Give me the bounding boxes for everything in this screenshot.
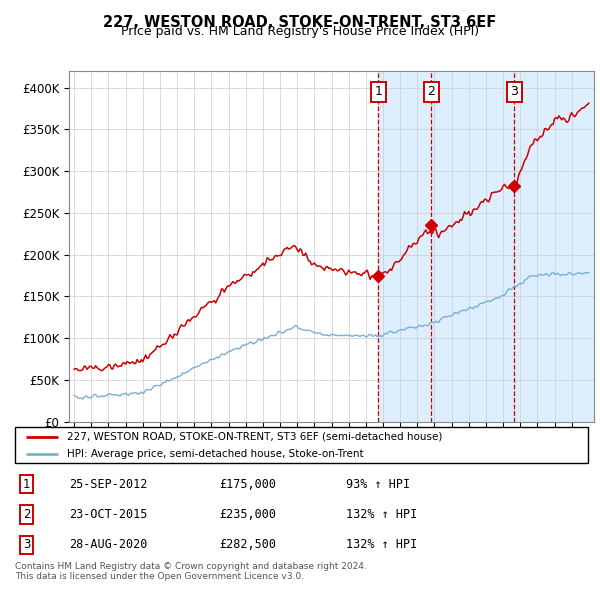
Text: 3: 3 (511, 85, 518, 98)
Text: HPI: Average price, semi-detached house, Stoke-on-Trent: HPI: Average price, semi-detached house,… (67, 450, 363, 460)
Text: 132% ↑ HPI: 132% ↑ HPI (346, 508, 418, 521)
Text: 227, WESTON ROAD, STOKE-ON-TRENT, ST3 6EF: 227, WESTON ROAD, STOKE-ON-TRENT, ST3 6E… (103, 15, 497, 30)
Text: £282,500: £282,500 (220, 538, 277, 551)
Text: 1: 1 (374, 85, 382, 98)
Text: 2: 2 (427, 85, 435, 98)
Text: 2: 2 (23, 508, 30, 521)
Text: £235,000: £235,000 (220, 508, 277, 521)
Text: Price paid vs. HM Land Registry's House Price Index (HPI): Price paid vs. HM Land Registry's House … (121, 25, 479, 38)
Text: 132% ↑ HPI: 132% ↑ HPI (346, 538, 418, 551)
Text: 23-OCT-2015: 23-OCT-2015 (70, 508, 148, 521)
Text: Contains HM Land Registry data © Crown copyright and database right 2024.
This d: Contains HM Land Registry data © Crown c… (15, 562, 367, 581)
FancyBboxPatch shape (15, 427, 588, 463)
Text: 93% ↑ HPI: 93% ↑ HPI (346, 478, 410, 491)
Text: 1: 1 (23, 478, 30, 491)
Text: 227, WESTON ROAD, STOKE-ON-TRENT, ST3 6EF (semi-detached house): 227, WESTON ROAD, STOKE-ON-TRENT, ST3 6E… (67, 432, 442, 442)
Bar (379, 71, 431, 422)
Text: £175,000: £175,000 (220, 478, 277, 491)
Text: 3: 3 (23, 538, 30, 551)
Text: 28-AUG-2020: 28-AUG-2020 (70, 538, 148, 551)
Text: 25-SEP-2012: 25-SEP-2012 (70, 478, 148, 491)
Bar (431, 71, 594, 422)
